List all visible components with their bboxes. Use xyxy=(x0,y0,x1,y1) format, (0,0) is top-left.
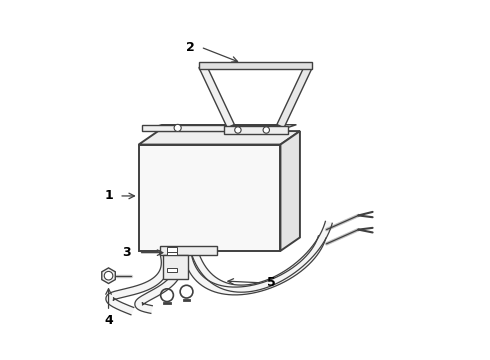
Polygon shape xyxy=(199,64,234,128)
Polygon shape xyxy=(280,131,300,251)
Polygon shape xyxy=(139,145,280,251)
Text: 2: 2 xyxy=(186,41,195,54)
Circle shape xyxy=(235,127,241,133)
Polygon shape xyxy=(199,62,312,69)
Text: 3: 3 xyxy=(122,246,130,259)
Text: 5: 5 xyxy=(267,276,276,289)
Polygon shape xyxy=(139,131,300,145)
Polygon shape xyxy=(142,125,296,131)
Polygon shape xyxy=(277,64,312,128)
Polygon shape xyxy=(164,255,188,279)
Text: 4: 4 xyxy=(104,314,113,327)
Circle shape xyxy=(263,127,270,133)
Polygon shape xyxy=(142,125,277,131)
Polygon shape xyxy=(102,268,115,283)
Polygon shape xyxy=(106,249,169,315)
Bar xyxy=(167,251,177,255)
Polygon shape xyxy=(224,126,288,134)
Circle shape xyxy=(174,124,181,131)
Polygon shape xyxy=(135,248,182,313)
Circle shape xyxy=(104,271,113,280)
Text: 1: 1 xyxy=(104,189,113,202)
Bar xyxy=(167,268,177,272)
Bar xyxy=(167,247,177,252)
Polygon shape xyxy=(160,246,217,255)
Polygon shape xyxy=(191,221,332,292)
Polygon shape xyxy=(183,236,326,295)
